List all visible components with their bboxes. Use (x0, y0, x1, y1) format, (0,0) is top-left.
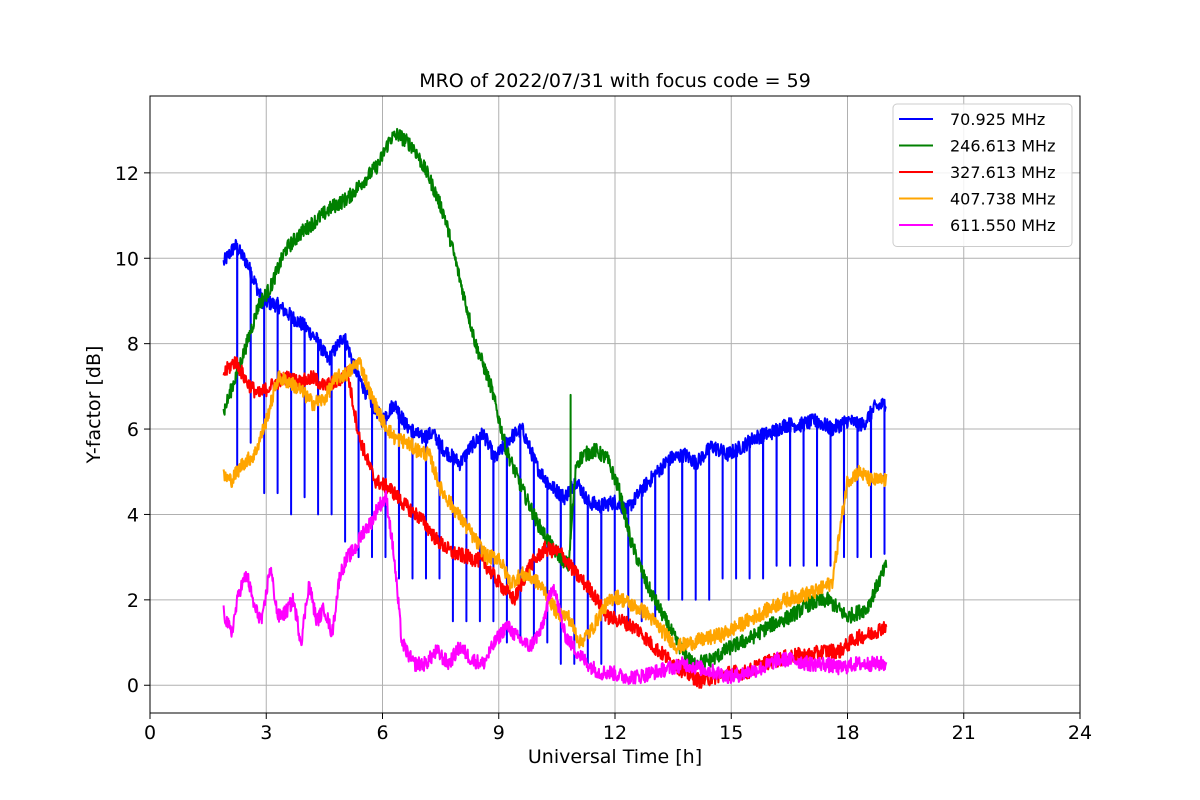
x-axis-label: Universal Time [h] (528, 746, 702, 768)
y-tick-label: 2 (127, 590, 139, 612)
series-line (222, 238, 887, 665)
y-tick-label: 10 (115, 248, 139, 270)
x-tick-label: 18 (835, 722, 859, 744)
y-axis-label: Y-factor [dB] (83, 346, 105, 465)
legend: 70.925 MHz 246.613 MHz 327.613 MHz 407.738 … (892, 103, 1073, 247)
x-tick-label: 21 (952, 722, 976, 744)
x-tick-label: 12 (603, 722, 627, 744)
x-tick-label: 0 (144, 722, 156, 744)
chart-title: MRO of 2022/07/31 with focus code = 59 (419, 70, 811, 92)
legend-label: 327.613 MHz (950, 163, 1055, 182)
legend-label: 407.738 MHz (950, 190, 1055, 209)
legend-label: 246.613 MHz (950, 137, 1055, 156)
series-line (222, 357, 888, 655)
y-tick-label: 6 (127, 419, 139, 441)
y-tick-label: 4 (127, 504, 139, 526)
series-layer (222, 127, 888, 689)
series-line (222, 490, 888, 685)
x-tick-label: 15 (719, 722, 743, 744)
legend-label: 611.550 MHz (950, 216, 1055, 235)
y-tick-label: 0 (127, 675, 139, 697)
legend-box (892, 103, 1073, 247)
x-tick-label: 6 (376, 722, 388, 744)
x-tick-label: 9 (493, 722, 505, 744)
x-tick-label: 24 (1068, 722, 1092, 744)
x-tick-label: 3 (260, 722, 272, 744)
legend-label: 70.925 MHz (950, 110, 1045, 129)
y-tick-label: 12 (115, 163, 139, 185)
y-tick-label: 8 (127, 334, 139, 356)
